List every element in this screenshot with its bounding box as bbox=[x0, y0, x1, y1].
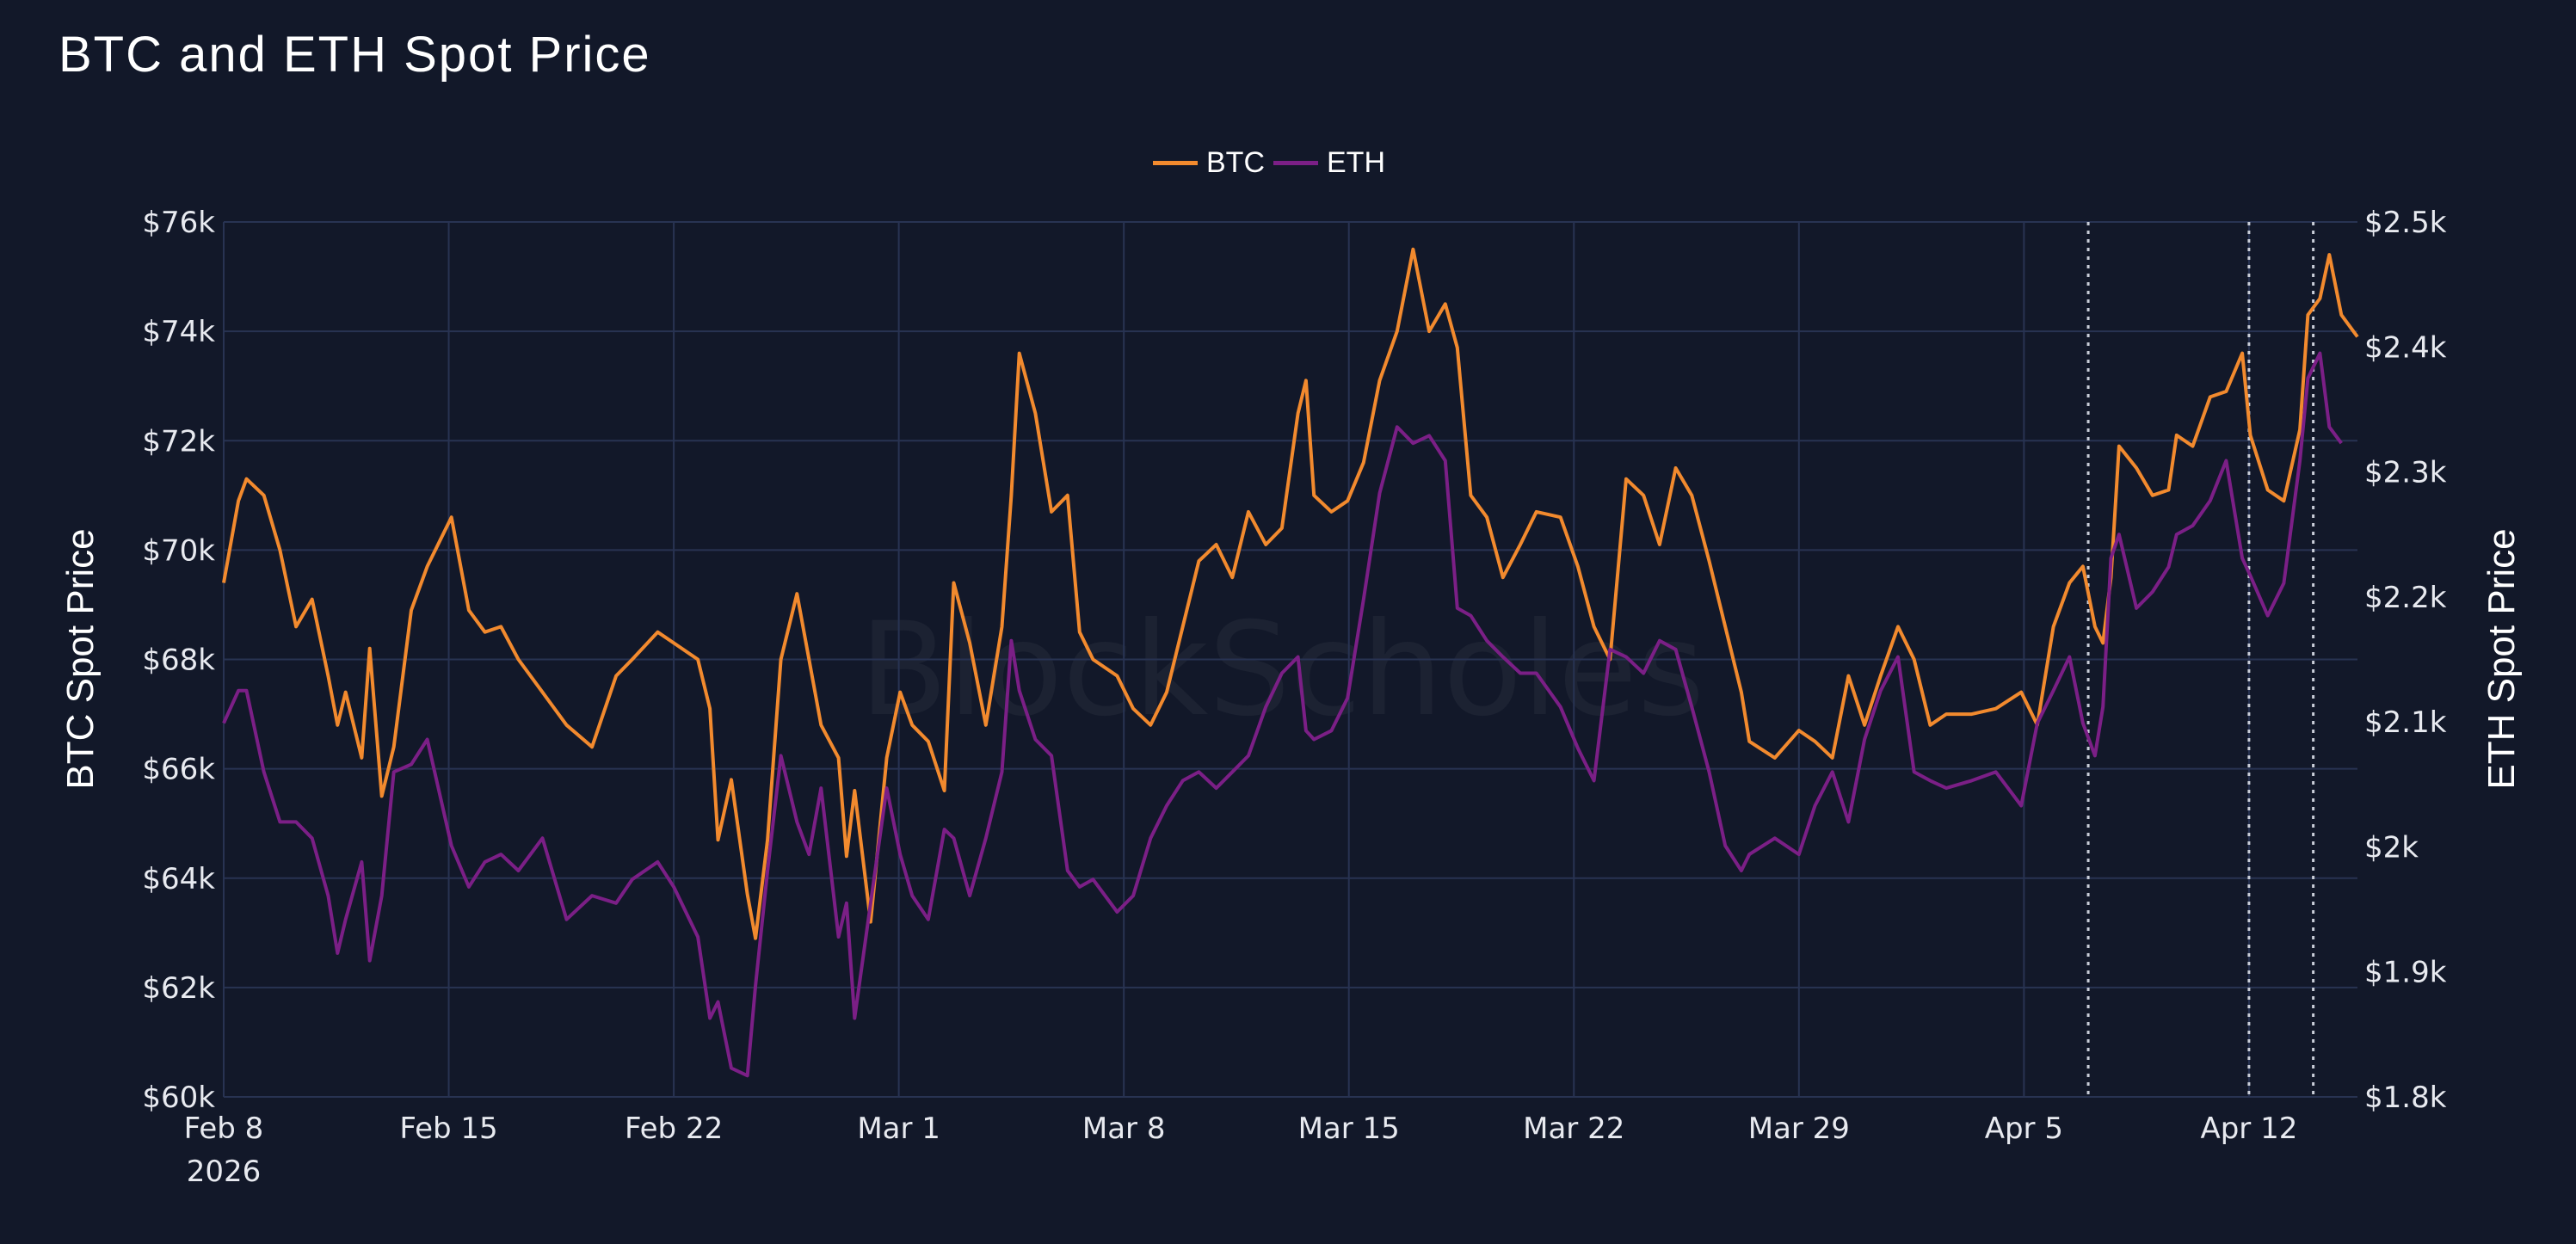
series-line-eth bbox=[222, 351, 2343, 1078]
y-left-tick-label: $74k bbox=[142, 315, 215, 349]
y-right-tick-label: $2.2k bbox=[2364, 581, 2447, 615]
x-tick-label: Feb 15 bbox=[399, 1112, 497, 1146]
x-tick-label: Mar 22 bbox=[1523, 1112, 1624, 1146]
y-left-tick-label: $64k bbox=[142, 862, 215, 896]
y-right-tick-label: $2k bbox=[2364, 830, 2419, 865]
y-right-tick-label: $1.8k bbox=[2364, 1081, 2447, 1115]
legend-label-btc: BTC bbox=[1206, 146, 1265, 179]
x-tick-label: Mar 8 bbox=[1082, 1112, 1166, 1146]
chart-title: BTC and ETH Spot Price bbox=[59, 27, 651, 83]
legend-swatch-btc bbox=[1153, 161, 1198, 165]
y-right-axis-title: ETH Spot Price bbox=[2480, 528, 2523, 789]
series-lines bbox=[222, 247, 2359, 1078]
x-tick-label: Mar 29 bbox=[1748, 1112, 1850, 1146]
x-tick-label: Apr 12 bbox=[2200, 1112, 2297, 1146]
y-left-tick-label: $68k bbox=[142, 644, 215, 678]
y-right-tick-label: $2.5k bbox=[2364, 206, 2447, 240]
legend-item-btc[interactable]: BTC bbox=[1153, 146, 1265, 180]
x-tick-label: Mar 1 bbox=[857, 1112, 940, 1146]
legend-swatch-eth bbox=[1273, 161, 1318, 165]
y-left-tick-label: $70k bbox=[142, 533, 215, 568]
y-right-tick-label: $2.4k bbox=[2364, 330, 2447, 365]
y-left-tick-label: $66k bbox=[142, 753, 215, 787]
legend: BTC ETH bbox=[1153, 146, 1385, 180]
x-tick-label: Feb 22 bbox=[625, 1112, 723, 1146]
y-left-tick-label: $62k bbox=[142, 971, 215, 1006]
y-left-tick-label: $76k bbox=[142, 206, 215, 240]
y-right-tick-label: $2.3k bbox=[2364, 456, 2447, 490]
watermark-logo: BlockScholes bbox=[860, 595, 1704, 745]
axes: $60k $62k $64k $66k $68k $70k $72k $74k $76k $1.8… bbox=[142, 206, 2446, 1189]
x-tick-label: Apr 5 bbox=[1985, 1112, 2063, 1146]
y-left-tick-label: $72k bbox=[142, 424, 215, 459]
legend-item-eth[interactable]: ETH bbox=[1273, 146, 1385, 180]
y-left-axis-title: BTC Spot Price bbox=[59, 528, 102, 789]
y-right-tick-label: $1.9k bbox=[2364, 956, 2447, 990]
x-tick-label: Mar 15 bbox=[1298, 1112, 1400, 1146]
x-tick-sublabel: 2026 bbox=[187, 1155, 262, 1189]
y-left-tick-label: $60k bbox=[142, 1081, 215, 1115]
y-right-tick-label: $2.1k bbox=[2364, 705, 2447, 740]
x-tick-label: Feb 8 bbox=[184, 1112, 264, 1146]
grid bbox=[223, 221, 2357, 1098]
series-line-btc bbox=[222, 247, 2359, 940]
legend-label-eth: ETH bbox=[1327, 146, 1385, 179]
